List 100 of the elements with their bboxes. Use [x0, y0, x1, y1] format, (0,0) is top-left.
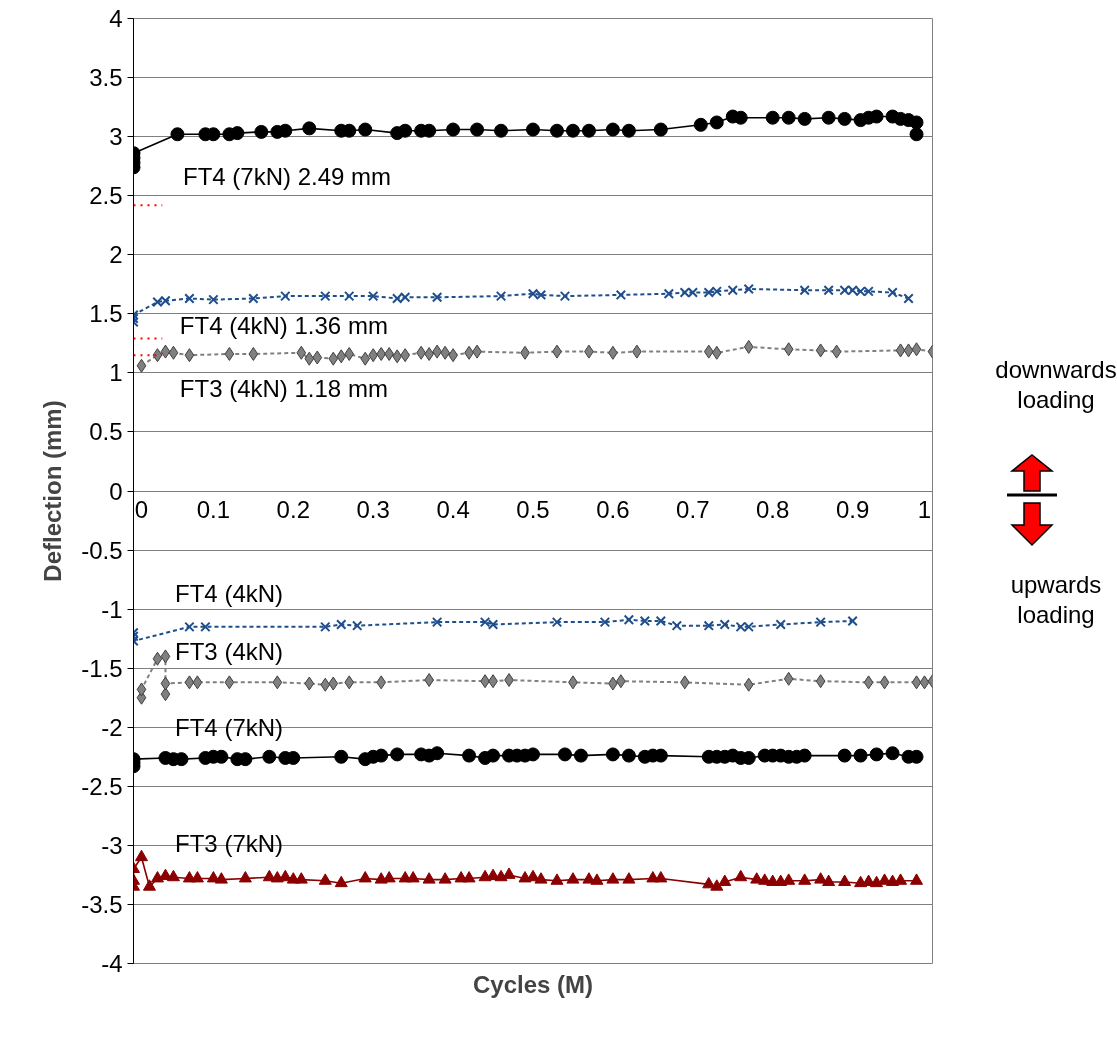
y-tick-label: 3: [109, 123, 123, 151]
y-tick-label: -2.5: [81, 772, 123, 800]
point: [621, 748, 636, 763]
point: [869, 747, 884, 762]
point: [605, 122, 620, 137]
point: [336, 349, 347, 364]
point: [358, 122, 373, 137]
y-tick-label: -2: [101, 713, 123, 741]
y-tick-label: -1: [101, 595, 123, 623]
y-tick-label: 2.5: [89, 182, 123, 210]
x-tick-label: 0.6: [596, 496, 630, 523]
y-tick-label: 2: [109, 241, 123, 269]
x-tick-label: 0.5: [516, 496, 550, 523]
point: [304, 351, 315, 366]
x-tick-label: 0.3: [356, 496, 390, 523]
point: [693, 117, 708, 132]
point: [565, 123, 580, 138]
y-tick-label: -1.5: [81, 654, 123, 682]
point: [168, 345, 179, 360]
point: [621, 123, 636, 138]
point: [170, 127, 185, 142]
point: [494, 123, 509, 138]
point: [887, 287, 898, 298]
point: [376, 675, 387, 690]
point: [573, 748, 588, 763]
point: [312, 350, 323, 365]
point: [504, 673, 514, 687]
y-axis-title: Deflection (mm): [39, 400, 67, 582]
x-tick-label: 0.9: [835, 496, 870, 523]
point: [368, 348, 379, 363]
x-tick-label: 0.4: [436, 496, 470, 523]
point: [903, 293, 914, 304]
y-tick-label: -3: [101, 831, 123, 859]
y-tick-label: 0.5: [89, 418, 123, 446]
point: [431, 616, 443, 628]
point: [526, 122, 540, 137]
x-tick-label: 0: [134, 496, 149, 523]
point: [815, 616, 826, 628]
point: [248, 293, 259, 304]
point: [376, 346, 387, 361]
y-tick-label: 1.5: [89, 300, 123, 328]
point: [304, 676, 315, 691]
point: [334, 749, 349, 764]
point: [278, 123, 293, 138]
text: upwards loading: [1009, 570, 1103, 630]
annotation: FT3 (7kN): [175, 829, 284, 857]
point: [320, 621, 331, 633]
point: [424, 673, 434, 687]
y-tick-label: -4: [101, 950, 123, 977]
point: [551, 616, 563, 628]
point: [200, 621, 211, 633]
point: [160, 687, 171, 702]
point: [743, 283, 754, 295]
point: [679, 675, 690, 690]
point: [615, 289, 627, 301]
point: [743, 339, 754, 354]
point: [799, 284, 810, 296]
point: [903, 343, 914, 358]
point: [655, 615, 667, 627]
point: [328, 676, 339, 691]
point: [344, 675, 355, 690]
y-tick-label: -0.5: [81, 536, 123, 564]
point: [470, 122, 485, 137]
point: [208, 294, 219, 305]
point: [909, 127, 924, 142]
point: [671, 620, 683, 631]
point: [160, 344, 171, 359]
point: [384, 346, 395, 361]
point: [853, 748, 868, 763]
point: [815, 343, 826, 358]
point: [254, 124, 269, 139]
y-tick-label: 4: [109, 5, 123, 32]
point: [653, 122, 668, 137]
point: [230, 126, 245, 141]
point: [526, 747, 540, 762]
point: [398, 123, 413, 138]
point: [296, 345, 307, 360]
point: [262, 749, 277, 764]
x-tick-label: 0.2: [276, 496, 310, 523]
x-tick-label: 0.1: [196, 496, 231, 523]
point: [495, 290, 507, 302]
annotation: FT3 (4kN): [175, 638, 284, 666]
point: [775, 619, 786, 630]
point: [781, 110, 796, 125]
point: [248, 346, 259, 361]
point: [559, 290, 571, 302]
point: [879, 675, 890, 690]
point: [639, 615, 651, 627]
point: [581, 123, 596, 138]
point: [390, 747, 405, 762]
point: [184, 293, 195, 304]
point: [823, 284, 834, 296]
point: [320, 290, 331, 302]
point: [328, 351, 339, 366]
point: [486, 748, 501, 763]
point: [160, 649, 171, 664]
point: [136, 358, 147, 373]
point: [430, 746, 445, 761]
point: [272, 675, 283, 690]
point: [831, 344, 842, 359]
